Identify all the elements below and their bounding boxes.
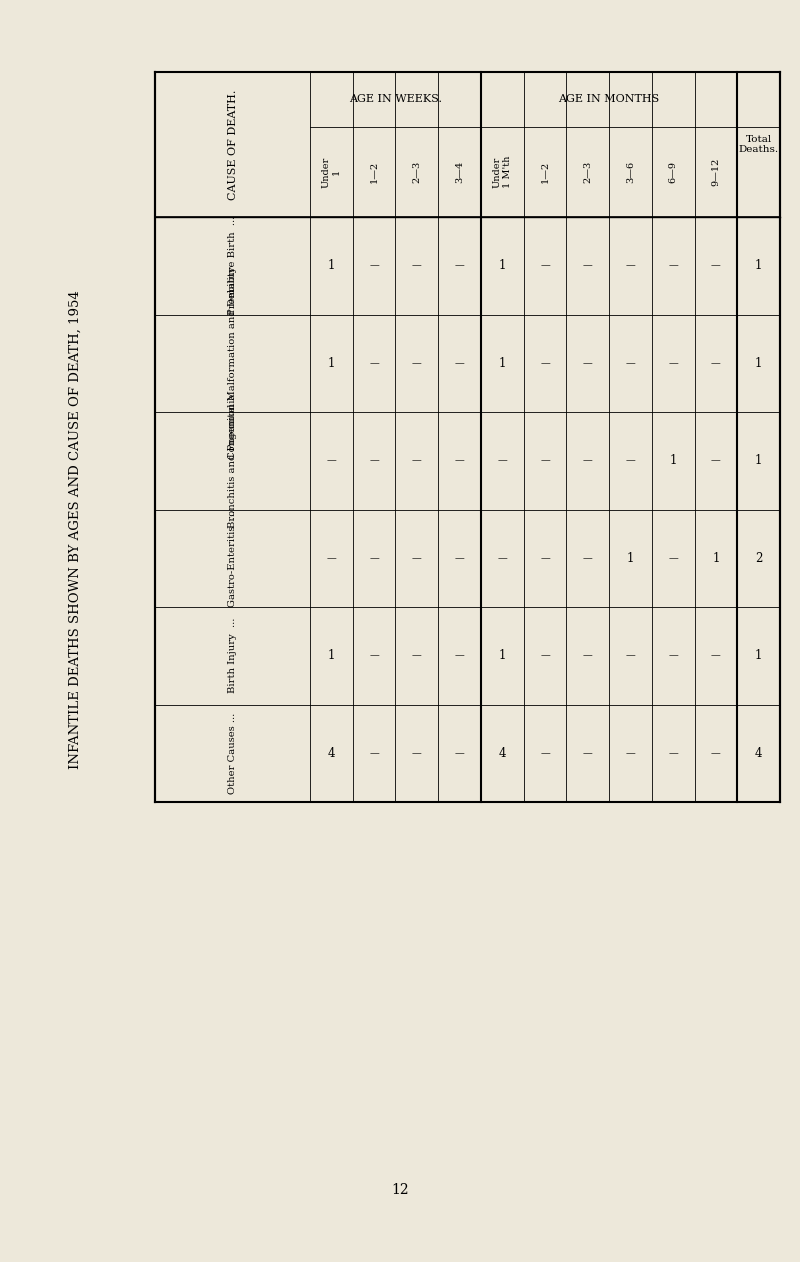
Text: 4: 4: [328, 747, 335, 760]
Text: —: —: [540, 651, 550, 660]
Text: Total
Deaths.: Total Deaths.: [738, 135, 778, 154]
Text: —: —: [583, 457, 593, 466]
Text: 1: 1: [328, 649, 335, 663]
Text: Other Causes ...: Other Causes ...: [228, 713, 237, 794]
Text: —: —: [668, 358, 678, 367]
Text: —: —: [668, 554, 678, 563]
Text: —: —: [540, 457, 550, 466]
Text: —: —: [326, 554, 336, 563]
Text: —: —: [711, 261, 721, 270]
Text: —: —: [711, 651, 721, 660]
Text: —: —: [454, 651, 465, 660]
Text: —: —: [326, 457, 336, 466]
Text: 1: 1: [626, 551, 634, 565]
Text: —: —: [412, 457, 422, 466]
Text: —: —: [412, 261, 422, 270]
Text: 1—2: 1—2: [370, 160, 378, 183]
Text: —: —: [370, 261, 379, 270]
Text: —: —: [626, 748, 635, 757]
Text: 2: 2: [755, 551, 762, 565]
Text: 4: 4: [755, 747, 762, 760]
Text: Premature Birth  ...: Premature Birth ...: [228, 216, 237, 316]
Text: 12: 12: [391, 1182, 409, 1196]
Text: —: —: [412, 554, 422, 563]
Text: INFANTILE DEATHS SHOWN BY AGES AND CAUSE OF DEATH, 1954: INFANTILE DEATHS SHOWN BY AGES AND CAUSE…: [69, 290, 82, 770]
Text: —: —: [626, 358, 635, 367]
Text: —: —: [370, 554, 379, 563]
Text: 1: 1: [712, 551, 719, 565]
Text: Bronchitis and Pneumonia: Bronchitis and Pneumonia: [228, 394, 237, 528]
Text: —: —: [583, 748, 593, 757]
Text: —: —: [540, 748, 550, 757]
Text: Gastro-Enteritis  ...: Gastro-Enteritis ...: [228, 510, 237, 607]
Text: —: —: [626, 261, 635, 270]
Text: 1: 1: [498, 649, 506, 663]
Text: —: —: [498, 554, 507, 563]
Text: —: —: [454, 457, 465, 466]
Text: —: —: [412, 748, 422, 757]
Text: —: —: [454, 748, 465, 757]
Text: —: —: [668, 651, 678, 660]
Text: 1: 1: [328, 357, 335, 370]
Text: —: —: [454, 554, 465, 563]
Text: —: —: [454, 261, 465, 270]
Text: —: —: [711, 457, 721, 466]
Text: —: —: [583, 358, 593, 367]
Text: 3—4: 3—4: [455, 160, 464, 183]
Text: 6—9: 6—9: [669, 162, 678, 183]
Text: 1: 1: [755, 259, 762, 273]
Text: —: —: [583, 261, 593, 270]
Text: —: —: [583, 554, 593, 563]
Text: 3—6: 3—6: [626, 162, 635, 183]
Text: 4: 4: [498, 747, 506, 760]
Text: AGE IN WEEKS.: AGE IN WEEKS.: [349, 95, 442, 105]
Text: —: —: [412, 358, 422, 367]
Text: —: —: [540, 261, 550, 270]
Text: —: —: [370, 748, 379, 757]
Text: 2—3: 2—3: [412, 160, 422, 183]
Text: 1: 1: [755, 357, 762, 370]
Text: Under
1: Under 1: [322, 156, 341, 188]
Text: —: —: [540, 554, 550, 563]
Text: Congenital Malformation and Debility: Congenital Malformation and Debility: [228, 268, 237, 459]
Text: AGE IN MONTHS: AGE IN MONTHS: [558, 95, 660, 105]
Text: 1: 1: [498, 357, 506, 370]
Text: —: —: [583, 651, 593, 660]
Text: 1: 1: [498, 259, 506, 273]
Text: —: —: [711, 748, 721, 757]
Text: —: —: [540, 358, 550, 367]
Text: Birth Injury  ...: Birth Injury ...: [228, 618, 237, 693]
Text: 1: 1: [755, 454, 762, 467]
Text: 1—2: 1—2: [541, 160, 550, 183]
Text: CAUSE OF DEATH.: CAUSE OF DEATH.: [227, 90, 238, 199]
Text: —: —: [370, 358, 379, 367]
Text: —: —: [626, 651, 635, 660]
Text: —: —: [626, 457, 635, 466]
Text: 1: 1: [328, 259, 335, 273]
Text: —: —: [498, 457, 507, 466]
Text: —: —: [454, 358, 465, 367]
Text: Under
1 M'th: Under 1 M'th: [493, 155, 512, 188]
Text: —: —: [668, 261, 678, 270]
Text: 1: 1: [670, 454, 677, 467]
Text: 1: 1: [755, 649, 762, 663]
Text: —: —: [412, 651, 422, 660]
Text: —: —: [711, 358, 721, 367]
Text: 2—3: 2—3: [583, 160, 592, 183]
Text: —: —: [370, 651, 379, 660]
Text: —: —: [370, 457, 379, 466]
Text: 9—12: 9—12: [711, 158, 721, 187]
Text: —: —: [668, 748, 678, 757]
